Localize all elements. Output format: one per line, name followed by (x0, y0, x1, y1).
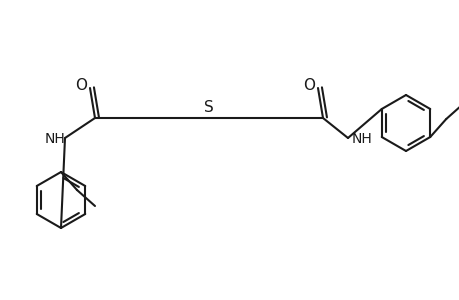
Text: O: O (302, 79, 314, 94)
Text: S: S (204, 100, 213, 116)
Text: NH: NH (351, 132, 372, 146)
Text: NH: NH (45, 132, 65, 146)
Text: O: O (75, 79, 87, 94)
